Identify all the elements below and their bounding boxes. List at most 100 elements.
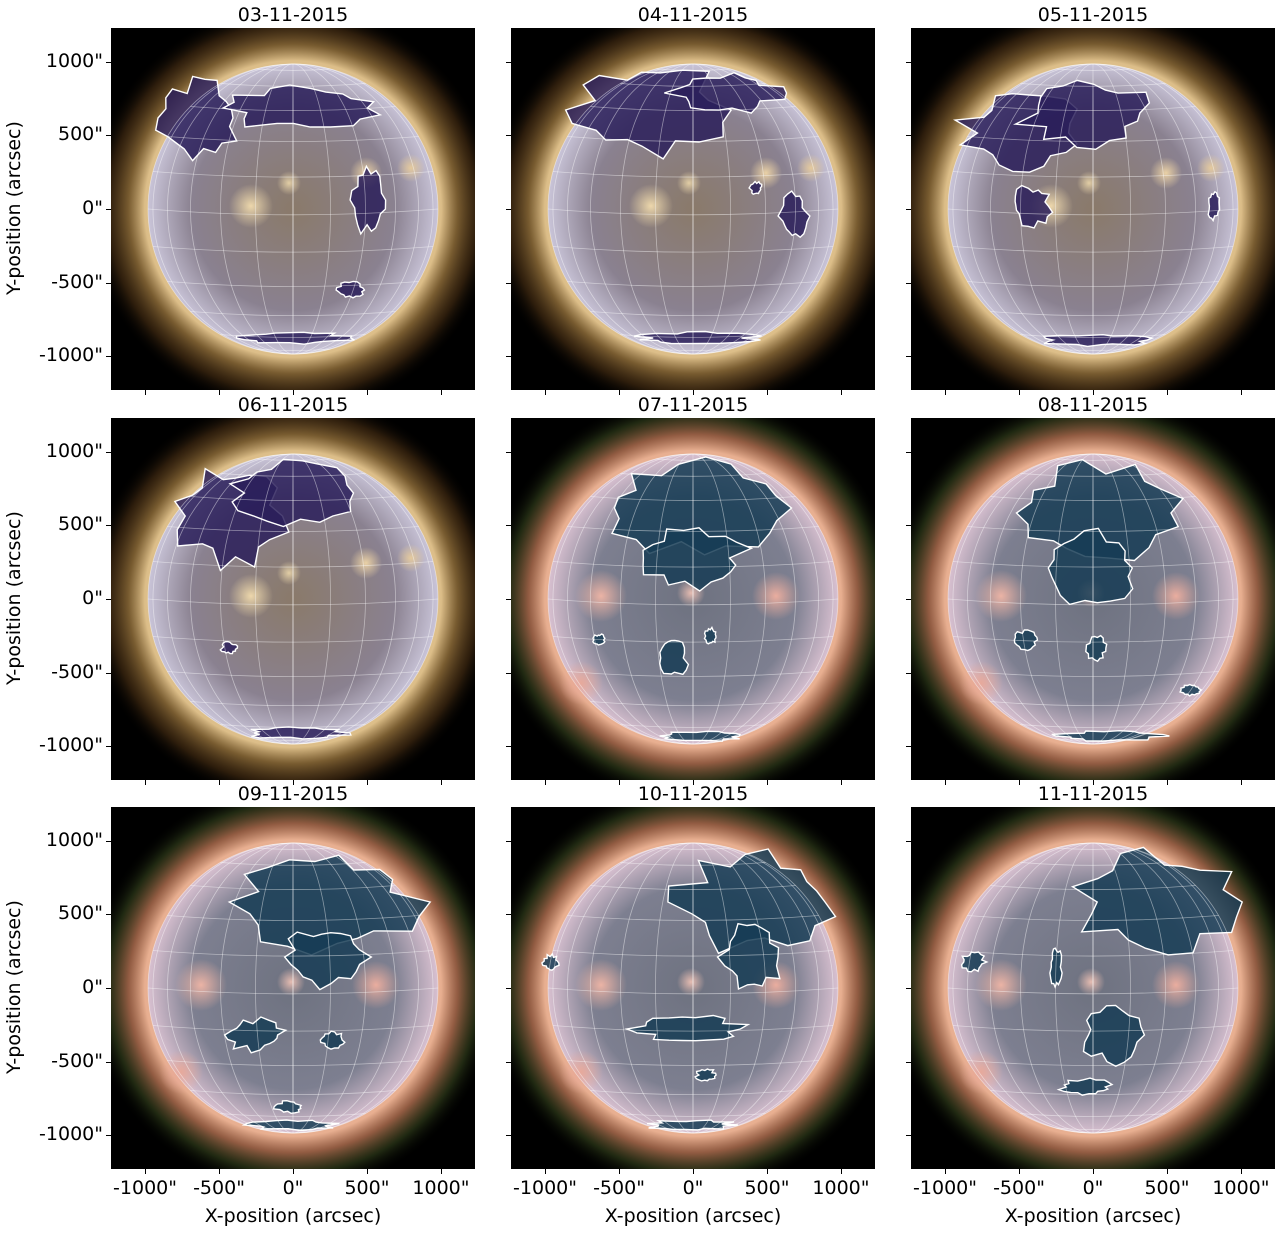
y-tick-label: 1000"	[45, 828, 103, 851]
x-tick-mark	[840, 780, 842, 785]
x-tick-mark	[440, 1169, 442, 1174]
panel-title: 04-11-2015	[637, 4, 749, 26]
x-tick-mark	[766, 780, 768, 785]
x-tick-mark	[1019, 780, 1021, 785]
solar-disk-image	[511, 28, 875, 390]
x-tick-label: 1000"	[412, 1177, 470, 1199]
x-tick-mark	[545, 780, 547, 785]
x-tick-mark	[1019, 390, 1021, 395]
x-tick-mark	[219, 780, 221, 785]
panel-title: 06-11-2015	[237, 394, 349, 416]
y-tick-label: 500"	[57, 513, 103, 536]
y-tick-mark	[506, 672, 511, 674]
y-tick-label: -500"	[51, 660, 103, 683]
x-tick-label: 0"	[282, 1177, 304, 1199]
y-tick-label: 0"	[82, 976, 103, 998]
y-tick-mark	[106, 672, 111, 674]
solar-disk-image	[911, 418, 1275, 780]
x-tick-mark	[1240, 1169, 1242, 1174]
solar-disk-image	[511, 807, 875, 1169]
x-tick-mark	[1166, 780, 1168, 785]
y-tick-mark	[506, 1061, 511, 1063]
y-tick-mark	[506, 282, 511, 284]
x-tick-mark	[366, 780, 368, 785]
y-tick-label: -500"	[51, 270, 103, 293]
x-tick-mark	[145, 1169, 147, 1174]
x-tick-mark	[1166, 390, 1168, 395]
panel-title: 10-11-2015	[637, 783, 749, 805]
y-tick-label: -500"	[51, 1049, 103, 1072]
y-axis-label: Y-position (arcsec)	[3, 900, 25, 1074]
y-tick-label: 500"	[57, 123, 103, 146]
y-tick-mark	[506, 209, 511, 210]
x-axis-label: X-position (arcsec)	[604, 1205, 782, 1227]
x-tick-mark	[619, 780, 621, 785]
y-tick-mark	[906, 61, 911, 63]
y-tick-mark	[506, 525, 511, 527]
panel-title: 11-11-2015	[1037, 783, 1149, 805]
y-tick-mark	[506, 356, 511, 358]
y-tick-mark	[906, 209, 911, 210]
x-tick-mark	[766, 390, 768, 395]
y-tick-mark	[506, 135, 511, 137]
x-tick-label: 500"	[344, 1177, 390, 1199]
x-tick-mark	[145, 390, 147, 395]
panel-title: 09-11-2015	[237, 783, 349, 805]
x-tick-mark	[945, 1169, 947, 1174]
x-tick-label: -500"	[993, 1177, 1045, 1199]
x-tick-mark	[145, 780, 147, 785]
y-tick-mark	[106, 356, 111, 358]
y-tick-mark	[906, 525, 911, 527]
x-tick-label: -1000"	[513, 1177, 577, 1199]
y-tick-mark	[906, 988, 911, 989]
y-tick-mark	[106, 988, 111, 989]
y-tick-mark	[106, 135, 111, 137]
y-tick-mark	[906, 282, 911, 284]
y-tick-mark	[106, 840, 111, 842]
x-tick-mark	[1240, 390, 1242, 395]
x-tick-mark	[366, 1169, 368, 1174]
x-axis-label: X-position (arcsec)	[1004, 1205, 1182, 1227]
y-tick-label: 0"	[82, 587, 103, 609]
y-tick-label: -1000"	[39, 1123, 103, 1146]
x-tick-mark	[766, 1169, 768, 1174]
y-tick-mark	[906, 1061, 911, 1063]
x-tick-mark	[366, 390, 368, 395]
y-axis-label: Y-position (arcsec)	[3, 511, 25, 685]
x-tick-label: 0"	[682, 1177, 704, 1199]
x-tick-mark	[293, 780, 294, 785]
y-tick-mark	[106, 746, 111, 748]
panel-title: 08-11-2015	[1037, 394, 1149, 416]
y-tick-mark	[506, 746, 511, 748]
x-tick-mark	[440, 780, 442, 785]
y-tick-mark	[106, 451, 111, 453]
x-tick-mark	[1240, 780, 1242, 785]
x-tick-mark	[440, 390, 442, 395]
y-tick-label: 0"	[82, 197, 103, 219]
y-tick-mark	[506, 914, 511, 916]
solar-disk-image	[511, 418, 875, 780]
solar-disk-image	[111, 418, 475, 780]
y-tick-label: 500"	[57, 902, 103, 925]
x-tick-mark	[840, 1169, 842, 1174]
x-tick-mark	[293, 390, 294, 395]
solar-disk-image	[111, 28, 475, 390]
y-tick-mark	[506, 1135, 511, 1137]
x-tick-label: 1000"	[812, 1177, 870, 1199]
x-tick-label: 500"	[744, 1177, 790, 1199]
y-axis-label: Y-position (arcsec)	[3, 121, 25, 295]
x-tick-label: -500"	[193, 1177, 245, 1199]
x-tick-mark	[1019, 1169, 1021, 1174]
y-tick-mark	[906, 914, 911, 916]
solar-disk-image	[911, 807, 1275, 1169]
y-tick-mark	[106, 1135, 111, 1137]
x-tick-label: 1000"	[1212, 1177, 1270, 1199]
y-tick-mark	[106, 61, 111, 63]
x-tick-mark	[945, 390, 947, 395]
y-tick-mark	[906, 135, 911, 137]
y-tick-mark	[506, 451, 511, 453]
y-tick-label: 1000"	[45, 49, 103, 72]
x-tick-mark	[1093, 390, 1094, 395]
x-tick-mark	[293, 1169, 294, 1174]
y-tick-mark	[906, 672, 911, 674]
